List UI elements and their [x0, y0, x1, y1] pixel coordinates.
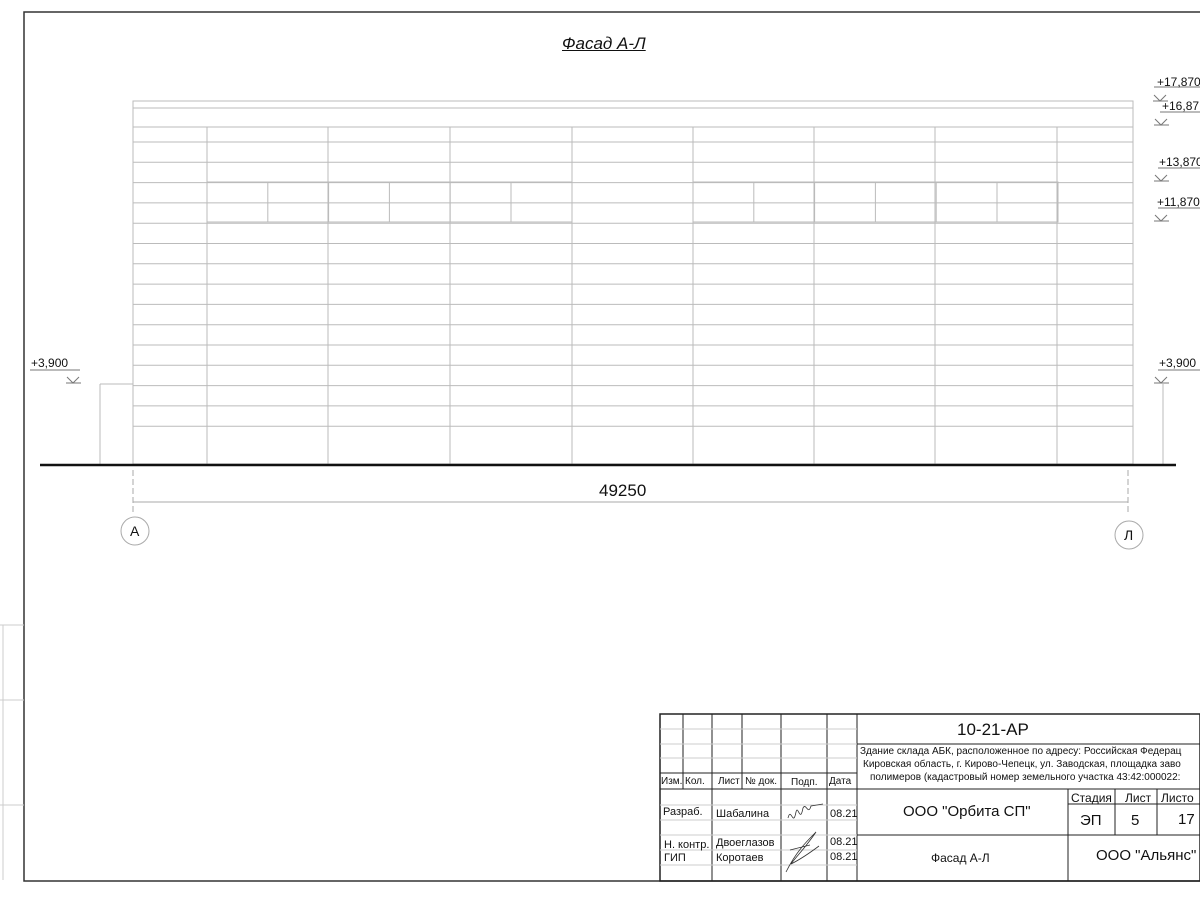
sheet-label: Лист	[1125, 791, 1152, 805]
drawing-title: Фасад А-Л	[562, 34, 646, 53]
signatures	[785, 803, 824, 873]
role-gip: ГИП	[664, 852, 686, 864]
stage-value: ЭП	[1080, 812, 1102, 829]
date-3: 08.21	[830, 851, 858, 863]
sheet-title: Фасад А-Л	[931, 851, 990, 865]
axis-marker-a	[120, 516, 150, 546]
level-11870: +11,870	[1157, 195, 1200, 209]
axis-label-a: А	[130, 523, 140, 539]
level-13870: +13,870	[1159, 155, 1200, 169]
description-line-2: Кировская область, г. Кирово-Чепецк, ул.…	[863, 759, 1181, 770]
header-doc: № док.	[745, 776, 778, 787]
description-line-3: полимеров (кадастровый номер земельного …	[870, 772, 1181, 783]
axis-marker-l	[1114, 520, 1144, 550]
header-list: Лист	[718, 776, 740, 787]
header-date: Дата	[829, 776, 852, 787]
header-izm: Изм.	[661, 776, 683, 787]
overall-dimension: 49250	[599, 481, 647, 500]
project-code: 10-21-АР	[957, 720, 1029, 739]
stage-label: Стадия	[1071, 791, 1112, 805]
name-dvoeglazov: Двоеглазов	[716, 837, 775, 849]
facade-outline	[132, 100, 1134, 465]
company-name: ООО "Орбита СП"	[903, 803, 1031, 820]
facade-elevation	[99, 100, 1164, 465]
drawing-frame	[23, 11, 1200, 882]
date-2: 08.21	[830, 836, 858, 848]
header-kol: Кол.	[685, 776, 705, 787]
level-3900-left: +3,900	[31, 356, 69, 370]
client-name: ООО "Альянс"	[1096, 847, 1197, 864]
level-markers	[30, 86, 1200, 384]
sheets-value: 17	[1178, 811, 1195, 828]
title-block-grid	[659, 713, 1200, 882]
description-line-1: Здание склада АБК, расположенное по адре…	[860, 746, 1182, 757]
level-3900-right: +3,900	[1159, 356, 1197, 370]
name-shabalina: Шабалина	[716, 808, 770, 820]
role-razrab: Разраб.	[663, 806, 703, 818]
title-block-subrows	[660, 728, 857, 866]
date-1: 08.21	[830, 808, 858, 820]
signature-shabalina	[787, 803, 824, 819]
level-16870: +16,87	[1162, 99, 1200, 113]
level-17870: +17,870	[1157, 75, 1200, 89]
role-nkontr: Н. контр.	[664, 839, 710, 851]
dimension-line	[132, 470, 1129, 515]
axis-label-l: Л	[1124, 527, 1134, 543]
sheets-label: Листо	[1161, 791, 1194, 805]
signature-koroteev	[785, 831, 820, 873]
header-sign: Подп.	[791, 777, 818, 788]
name-korotaev: Коротаев	[716, 852, 764, 864]
sheet-value: 5	[1131, 812, 1140, 829]
